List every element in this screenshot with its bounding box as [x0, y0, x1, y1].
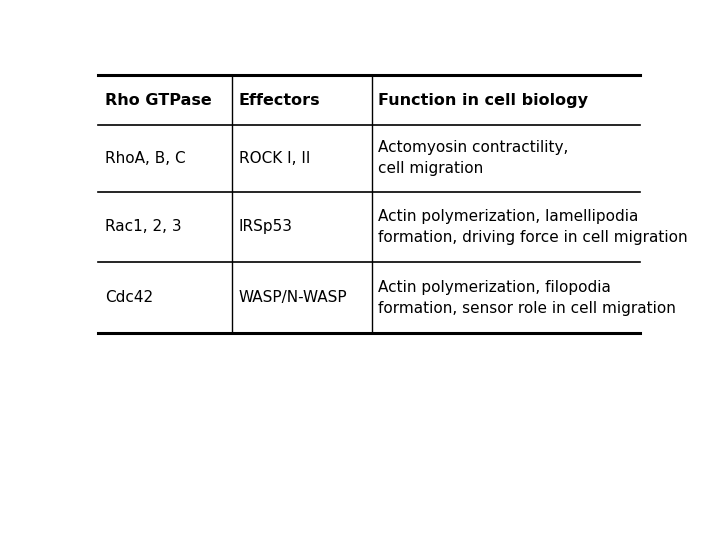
Text: RhoA, B, C: RhoA, B, C [105, 151, 186, 166]
Text: Actomyosin contractility,
cell migration: Actomyosin contractility, cell migration [379, 140, 569, 177]
Text: Cdc42: Cdc42 [105, 290, 153, 305]
Text: Rac1, 2, 3: Rac1, 2, 3 [105, 219, 181, 234]
Text: Rho GTPase: Rho GTPase [105, 93, 212, 107]
Text: ROCK I, II: ROCK I, II [239, 151, 310, 166]
Text: Effectors: Effectors [239, 93, 320, 107]
Text: IRSp53: IRSp53 [239, 219, 293, 234]
Text: WASP/N-WASP: WASP/N-WASP [239, 290, 348, 305]
Text: Actin polymerization, lamellipodia
formation, driving force in cell migration: Actin polymerization, lamellipodia forma… [379, 209, 688, 245]
Text: Function in cell biology: Function in cell biology [379, 93, 588, 107]
Text: Actin polymerization, filopodia
formation, sensor role in cell migration: Actin polymerization, filopodia formatio… [379, 280, 676, 316]
